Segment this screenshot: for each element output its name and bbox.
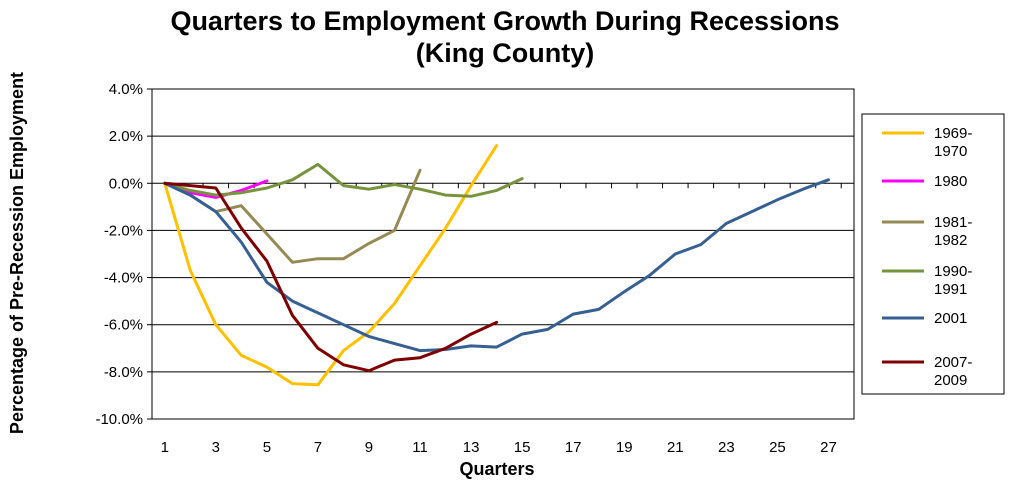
x-tick-label: 21 [667, 439, 684, 456]
x-tick-label: 11 [412, 439, 428, 456]
y-axis-title: Percentage of Pre-Recession Employment [7, 72, 27, 434]
y-tick-label: -10.0% [95, 411, 143, 428]
x-tick-label: 7 [314, 439, 322, 456]
y-tick-label: -6.0% [104, 317, 143, 334]
legend-label-1981-1982: 1981-1982 [934, 214, 972, 249]
y-tick-label: 0.0% [109, 175, 143, 192]
legend-label-1990-1991: 1990-1991 [934, 263, 972, 298]
x-tick-label: 5 [263, 439, 271, 456]
x-tick-label: 3 [212, 439, 220, 456]
series-line-1990-1991 [163, 162, 524, 198]
y-tick-labels: 4.0% 2.0% 0.0% -2.0% -4.0% -6.0% -8.0% -10.0% [95, 81, 152, 428]
series-line-2007-2009 [163, 181, 499, 373]
legend-box [861, 113, 1005, 395]
x-tick-label: 9 [365, 439, 373, 456]
x-axis: 1 3 5 7 9 11 13 15 17 19 21 23 25 27 [151, 182, 854, 456]
plot-area [151, 88, 855, 420]
y-tick-label: -8.0% [104, 364, 143, 381]
x-tick-label: 25 [769, 439, 786, 456]
series-line-2001 [163, 178, 830, 353]
legend-label-2007-2009: 2007-2009 [934, 354, 972, 389]
x-tick-label: 23 [718, 439, 735, 456]
legend-label-2001: 2001 [934, 310, 967, 327]
legend-label-1969-1970: 1969-1970 [934, 125, 972, 160]
x-tick-label: 1 [161, 439, 169, 456]
chart-title: Quarters to Employment Growth During Rec… [170, 6, 839, 36]
x-tick-label: 17 [565, 439, 582, 456]
x-tick-label: 27 [820, 439, 837, 456]
y-tick-label: -4.0% [104, 270, 143, 287]
y-tick-label: -2.0% [104, 222, 143, 239]
y-tick-label: 2.0% [109, 128, 143, 145]
x-axis-title: Quarters [459, 459, 534, 479]
legend-label-1980: 1980 [934, 173, 967, 190]
series-line-1969-1970 [163, 144, 499, 387]
x-tick-label: 15 [514, 439, 531, 456]
x-tick-label: 13 [463, 439, 480, 456]
gridlines [152, 88, 854, 420]
series-lines [163, 144, 830, 387]
legend: 1969-1970 1980 1981-1982 1990-1991 2001 2007-… [882, 125, 972, 389]
x-tick-label: 19 [616, 439, 633, 456]
y-tick-label: 4.0% [109, 81, 143, 98]
chart-subtitle: (King County) [416, 38, 594, 68]
